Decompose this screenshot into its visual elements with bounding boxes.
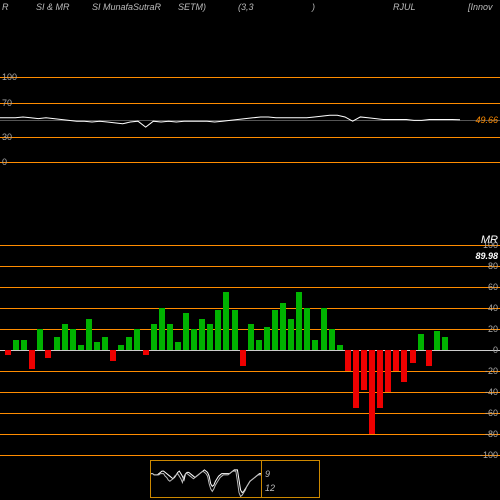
mr-axis-label: -100 <box>480 450 498 460</box>
mr-bar <box>118 345 124 350</box>
mr-bar <box>345 350 351 371</box>
mr-bar <box>256 340 262 351</box>
mr-bar <box>5 350 11 355</box>
mr-bar <box>86 319 92 351</box>
mr-gridline <box>0 455 500 456</box>
mr-bar <box>442 337 448 350</box>
mr-current-label: 89.98 <box>475 251 498 261</box>
mr-gridline <box>0 245 500 246</box>
header-label: R <box>2 2 9 12</box>
mr-bar <box>377 350 383 408</box>
mr-bar <box>37 329 43 350</box>
mr-bar <box>207 324 213 350</box>
mr-bar <box>45 350 51 358</box>
mr-bar <box>223 292 229 350</box>
mr-gridline <box>0 266 500 267</box>
mr-bar <box>329 329 335 350</box>
mr-bar <box>13 340 19 351</box>
mr-axis-label: 20 <box>488 324 498 334</box>
mr-bar <box>401 350 407 382</box>
mr-bar <box>110 350 116 361</box>
mr-gridline <box>0 392 500 393</box>
mr-bar <box>143 350 149 355</box>
mini-label: 12 <box>265 483 275 493</box>
mr-bar <box>102 337 108 350</box>
mr-bar <box>191 329 197 350</box>
mr-gridline <box>0 434 500 435</box>
mr-axis-label: -40 <box>485 387 498 397</box>
mr-bar <box>272 310 278 350</box>
mr-bar <box>418 334 424 350</box>
mr-bar <box>304 308 310 350</box>
mr-gridline <box>0 308 500 309</box>
mr-bar <box>62 324 68 350</box>
mr-axis-label: -80 <box>485 429 498 439</box>
mr-bar <box>361 350 367 390</box>
mr-axis-label: 0 <box>493 345 498 355</box>
mr-bar <box>151 324 157 350</box>
mr-bar <box>353 350 359 408</box>
header-label: SETM) <box>178 2 206 12</box>
mr-bar <box>29 350 35 369</box>
mr-bar <box>264 327 270 350</box>
mr-bar <box>288 319 294 351</box>
mr-bar <box>134 329 140 350</box>
mr-bar <box>410 350 416 363</box>
mr-bar <box>240 350 246 366</box>
mr-bar <box>296 292 302 350</box>
mr-bar <box>369 350 375 434</box>
header-label: [Innov <box>468 2 493 12</box>
header-label: RJUL <box>393 2 416 12</box>
mr-bar <box>232 310 238 350</box>
mr-bar <box>434 331 440 350</box>
rsi-panel: 1007030049.66 <box>0 77 500 162</box>
mr-bar <box>199 319 205 351</box>
rsi-gridline <box>0 162 500 163</box>
rsi-current-label: 49.66 <box>475 115 498 125</box>
mini-separator <box>261 461 262 497</box>
mr-axis-label: -20 <box>485 366 498 376</box>
mr-bar <box>159 308 165 350</box>
mr-bar <box>175 342 181 350</box>
mr-bar <box>78 345 84 350</box>
mr-bar <box>94 342 100 350</box>
mr-bar <box>70 329 76 350</box>
mini-label: 9 <box>265 469 270 479</box>
mr-bar <box>312 340 318 351</box>
mr-bar <box>321 308 327 350</box>
mr-panel: MR100806040200-20-40-60-80-10089.98 <box>0 245 500 455</box>
mr-bar <box>183 313 189 350</box>
header-label: (3,3 <box>238 2 254 12</box>
mr-bar <box>426 350 432 366</box>
mr-bar <box>54 337 60 350</box>
mr-bar <box>280 303 286 350</box>
mr-bar <box>385 350 391 392</box>
mini-line-chart <box>151 461 261 499</box>
mr-bar <box>215 310 221 350</box>
rsi-line-chart <box>0 77 460 162</box>
mr-axis-label: 80 <box>488 261 498 271</box>
header-label: ) <box>312 2 315 12</box>
mr-bar <box>126 337 132 350</box>
mini-summary-panel: 912 <box>150 460 320 498</box>
header-labels: R SI & MR SI MunafaSutraR SETM) (3,3) RJUL [In… <box>0 2 500 16</box>
mr-bar <box>248 324 254 350</box>
mr-bar <box>21 340 27 351</box>
mr-gridline <box>0 371 500 372</box>
mr-gridline <box>0 413 500 414</box>
mr-bar <box>337 345 343 350</box>
header-label: SI MunafaSutraR <box>92 2 161 12</box>
mr-bar <box>393 350 399 371</box>
mr-axis-label: 40 <box>488 303 498 313</box>
mr-axis-label: 100 <box>483 240 498 250</box>
mr-gridline <box>0 287 500 288</box>
mr-bar <box>167 324 173 350</box>
mr-axis-label: 60 <box>488 282 498 292</box>
header-label: SI & MR <box>36 2 70 12</box>
mr-axis-label: -60 <box>485 408 498 418</box>
